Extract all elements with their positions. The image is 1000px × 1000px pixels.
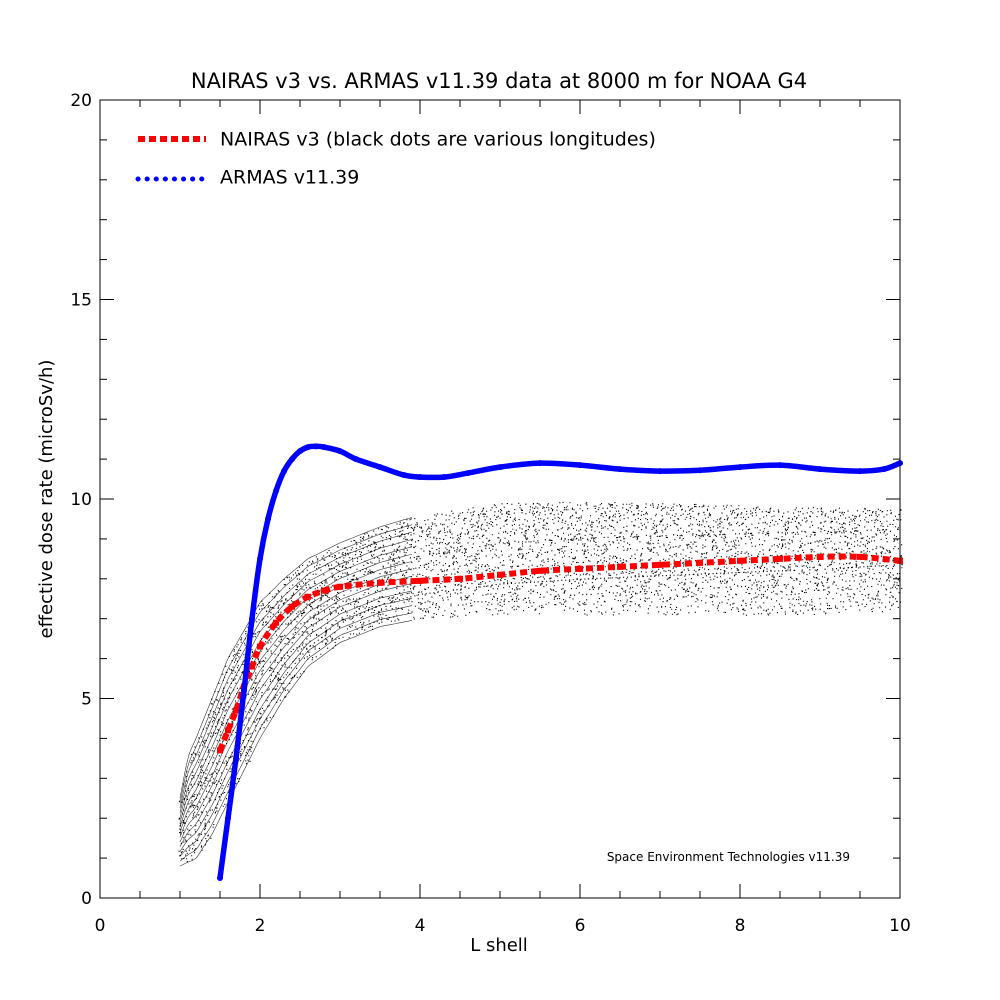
nairas-point	[257, 643, 263, 650]
x-tick-label: 2	[255, 916, 266, 936]
armas-point	[281, 468, 287, 475]
armas-point	[337, 448, 343, 455]
longitude-scatter	[178, 501, 903, 863]
chart-title: NAIRAS v3 vs. ARMAS v11.39 data at 8000 …	[191, 69, 807, 93]
longitude-dots	[178, 501, 903, 863]
armas-point	[353, 456, 359, 463]
armas-point	[577, 462, 583, 469]
y-tick-labels: 0 5 10 15 20	[70, 91, 92, 909]
nairas-point	[737, 557, 743, 564]
plot-frame	[99, 99, 901, 899]
nairas-point	[249, 663, 255, 670]
longitude-mesh	[179, 517, 413, 867]
nairas-point	[217, 747, 223, 754]
mesh-line	[179, 561, 413, 828]
mesh-line	[179, 524, 413, 804]
nairas-point	[657, 561, 663, 568]
legend: NAIRAS v3 (black dots are various longit…	[135, 129, 656, 189]
nairas-point	[457, 575, 463, 582]
mesh-line	[179, 605, 413, 857]
nairas-point	[417, 577, 423, 584]
y-tick-label: 20	[70, 91, 92, 111]
nairas-point	[697, 559, 703, 566]
armas-point	[857, 468, 863, 475]
nairas-point	[305, 593, 311, 600]
armas-point	[305, 444, 311, 451]
armas-point	[465, 470, 471, 477]
armas-point	[217, 875, 223, 882]
mesh-line	[179, 583, 413, 843]
x-axis-label: L shell	[470, 935, 528, 956]
armas-point	[289, 456, 295, 463]
armas-point	[737, 464, 743, 471]
armas-point	[537, 460, 543, 467]
footer-note: Space Environment Technologies v11.39	[607, 850, 850, 864]
x-tick-label: 0	[95, 916, 106, 936]
nairas-point	[225, 727, 231, 734]
mesh-line	[179, 531, 413, 808]
armas-point	[497, 464, 503, 471]
nairas-point	[289, 603, 295, 610]
series-line-nairas	[217, 553, 901, 752]
series-line-armas	[217, 443, 903, 881]
x-tick-label: 10	[889, 916, 911, 936]
y-tick-label: 10	[70, 490, 92, 510]
mesh-line	[179, 612, 413, 862]
armas-point	[441, 474, 447, 481]
y-tick-label: 0	[81, 889, 92, 909]
plot-area	[178, 443, 903, 882]
nairas-point	[273, 619, 279, 626]
mesh-line	[179, 620, 413, 867]
nairas-point	[857, 553, 863, 560]
mesh-line	[179, 590, 413, 847]
armas-point	[377, 464, 383, 471]
legend-label-armas: ARMAS v11.39	[220, 167, 359, 189]
mesh-line	[179, 539, 413, 813]
armas-point	[321, 444, 327, 451]
armas-point	[417, 474, 423, 481]
x-tick-label: 4	[415, 916, 426, 936]
x-tick-labels: 0 2 4 6 8 10	[95, 916, 911, 936]
nairas-point	[377, 579, 383, 586]
legend-label-nairas: NAIRAS v3 (black dots are various longit…	[220, 129, 656, 151]
armas-point	[233, 755, 239, 762]
armas-point	[657, 468, 663, 475]
x-tick-label: 6	[575, 916, 586, 936]
x-tick-label: 8	[735, 916, 746, 936]
armas-point	[617, 466, 623, 473]
nairas-point	[233, 707, 239, 714]
armas-point	[313, 443, 319, 450]
mesh-line	[179, 517, 413, 799]
nairas-point	[817, 553, 823, 560]
y-tick-label: 15	[70, 291, 92, 311]
armas-point	[777, 462, 783, 469]
armas-point	[297, 448, 303, 455]
armas-point	[265, 515, 271, 522]
mesh-line	[179, 597, 413, 852]
armas-point	[817, 466, 823, 473]
mesh-line	[179, 575, 413, 838]
armas-point	[249, 615, 255, 622]
armas-point	[241, 687, 247, 694]
nairas-point	[577, 565, 583, 572]
nairas-point	[497, 571, 503, 578]
nairas-point	[777, 555, 783, 562]
nairas-point	[537, 567, 543, 574]
nairas-point	[337, 583, 343, 590]
mesh-line	[179, 553, 413, 823]
y-tick-label: 5	[81, 690, 92, 710]
nairas-point	[617, 563, 623, 570]
armas-point	[401, 472, 407, 479]
armas-point	[257, 555, 263, 562]
armas-point	[225, 815, 231, 822]
mesh-line	[179, 568, 413, 833]
armas-point	[273, 488, 279, 495]
armas-point	[697, 467, 703, 474]
y-axis-label: effective dose rate (microSv/h)	[36, 360, 57, 639]
nairas-point	[321, 587, 327, 594]
armas-point	[881, 466, 887, 473]
